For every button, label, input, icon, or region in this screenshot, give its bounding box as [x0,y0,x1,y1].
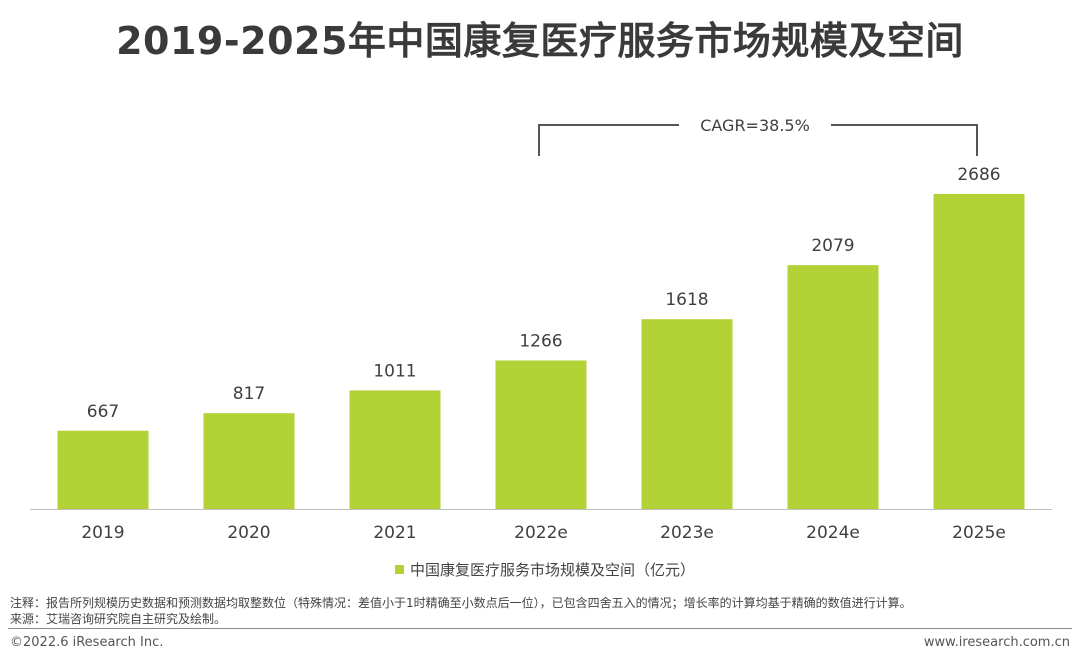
labels-layer: 667 2019 817 2020 1011 2021 1266 2022e 1618 2023e… [81,165,1006,543]
legend-swatch [395,565,404,574]
cagr-bracket-right [831,124,978,156]
bar-2019 [57,430,149,509]
data-label-2023e: 1618 [665,290,708,310]
data-label-2022e: 1266 [519,331,562,351]
bar-2020 [203,413,295,509]
data-label-2020: 817 [233,384,265,404]
data-label-2025e: 2686 [957,165,1000,185]
x-tick-label-2020: 2020 [227,523,270,543]
x-tick-label-2019: 2019 [81,523,124,543]
cagr-label: CAGR=38.5% [700,116,810,135]
x-tick-label-2022e: 2022e [514,523,568,543]
bar-2023e [641,319,733,509]
data-label-2024e: 2079 [811,236,854,256]
x-tick-label-2021: 2021 [373,523,416,543]
source-text: 来源：艾瑞咨询研究院自主研究及绘制。 [10,612,227,626]
bar-2022e [495,360,587,509]
bar-2021 [349,390,441,509]
bar-2024e [787,265,879,509]
cagr-bracket-left [538,124,679,156]
footer-copyright: ©2022.6 iResearch Inc. [10,635,164,650]
x-tick-label-2023e: 2023e [660,523,714,543]
footer-website: www.iresearch.com.cn [923,635,1070,650]
legend-label: 中国康复医疗服务市场规模及空间（亿元） [410,561,696,579]
x-tick-label-2024e: 2024e [806,523,860,543]
x-tick-label-2025e: 2025e [952,523,1006,543]
footer-divider [8,628,1072,629]
bars-layer [57,193,1025,510]
chart-title: 2019-2025年中国康复医疗服务市场规模及空间 [116,19,964,63]
data-label-2021: 1011 [373,361,416,381]
data-label-2019: 667 [87,402,119,422]
note-text: 注释：报告所列规模历史数据和预测数据均取整数位（特殊情况：差值小于1时精确至小数… [10,596,912,610]
legend: 中国康复医疗服务市场规模及空间（亿元） [395,559,695,580]
bar-2025e [933,193,1025,510]
cagr-annotation: CAGR=38.5% [538,116,978,156]
